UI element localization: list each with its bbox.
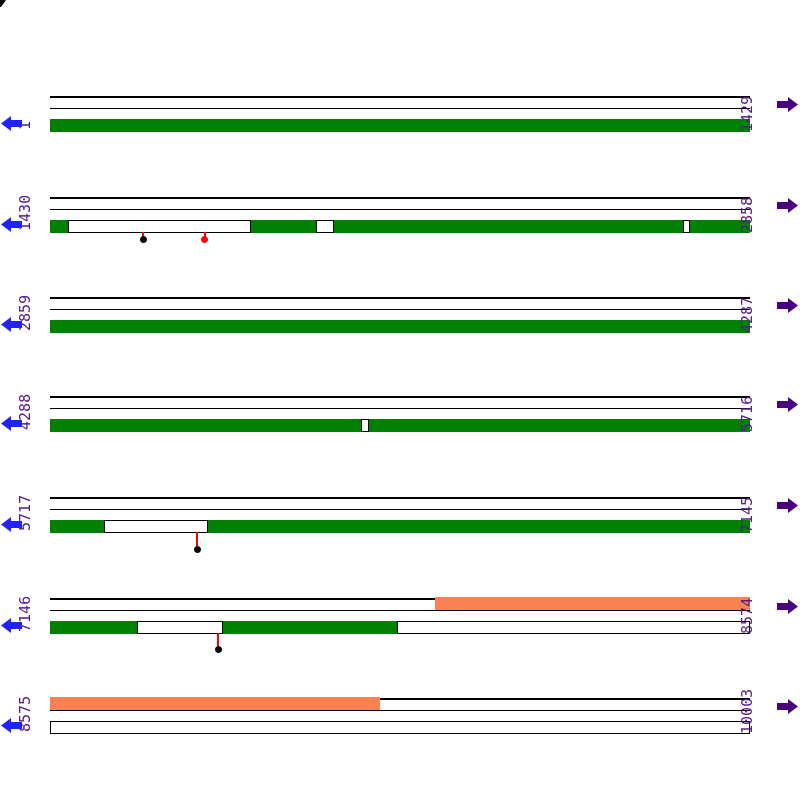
match-bar-segment [250, 220, 317, 233]
sequence-line [50, 698, 750, 700]
scroll-left-button[interactable] [1, 718, 22, 733]
match-bar-segment [50, 119, 750, 132]
scroll-right-button[interactable] [777, 97, 798, 112]
sequence-line [50, 96, 750, 98]
left-arrow-icon [1, 217, 22, 232]
match-bar-segment [50, 220, 69, 233]
corner-artifact [0, 0, 6, 7]
variant-marker-head [193, 546, 201, 553]
gap-segment [361, 419, 370, 432]
sequence-line [50, 308, 750, 310]
scroll-left-button[interactable] [1, 618, 22, 633]
row-end-label: 5716 [738, 395, 756, 432]
row-end-label: 1429 [738, 95, 756, 132]
scroll-left-button[interactable] [1, 217, 22, 232]
variant-marker-stem [217, 632, 219, 651]
sequence-line [50, 609, 750, 611]
sequence-line [50, 709, 750, 711]
match-bar-segment [369, 419, 750, 432]
gap-segment [68, 220, 251, 233]
scroll-left-button[interactable] [1, 317, 22, 332]
right-arrow-icon [777, 298, 798, 313]
match-bar-segment [50, 621, 138, 634]
scroll-right-button[interactable] [777, 298, 798, 313]
row-end-label: 2858 [738, 196, 756, 233]
match-bar-segment [690, 220, 750, 233]
alt-match-bar-segment [435, 597, 750, 611]
alt-match-bar-segment [50, 697, 381, 711]
scroll-right-button[interactable] [777, 599, 798, 614]
row-end-label: 8574 [738, 597, 756, 634]
gap-segment [103, 520, 209, 533]
bar-track-outline [50, 721, 750, 734]
sequence-line [50, 297, 750, 299]
sequence-line [50, 598, 750, 600]
match-bar-segment [334, 220, 684, 233]
left-arrow-icon [1, 317, 22, 332]
left-arrow-icon [1, 116, 22, 131]
row-end-label: 7145 [738, 496, 756, 533]
right-arrow-icon [777, 599, 798, 614]
left-arrow-icon [1, 517, 22, 532]
scroll-right-button[interactable] [777, 498, 798, 513]
gap-segment [137, 621, 224, 634]
scroll-left-button[interactable] [1, 517, 22, 532]
match-bar-segment [50, 419, 362, 432]
match-bar-segment [50, 520, 104, 533]
row-end-label: 10003 [738, 688, 756, 734]
variant-marker-stem [196, 531, 198, 551]
row-end-label: 4287 [738, 296, 756, 333]
left-arrow-icon [1, 718, 22, 733]
left-arrow-icon [1, 416, 22, 431]
variant-marker-head [201, 236, 209, 243]
match-bar-segment [50, 320, 750, 333]
sequence-line [50, 197, 750, 199]
right-arrow-icon [777, 198, 798, 213]
right-arrow-icon [777, 498, 798, 513]
scroll-right-button[interactable] [777, 397, 798, 412]
scroll-left-button[interactable] [1, 416, 22, 431]
match-bar-segment [223, 621, 398, 634]
variant-marker-head [214, 646, 222, 653]
sequence-line [50, 107, 750, 109]
right-arrow-icon [777, 97, 798, 112]
right-arrow-icon [777, 699, 798, 714]
match-bar-segment [208, 520, 750, 533]
scroll-right-button[interactable] [777, 699, 798, 714]
right-arrow-icon [777, 397, 798, 412]
sequence-line [50, 508, 750, 510]
scroll-right-button[interactable] [777, 198, 798, 213]
gap-segment [316, 220, 335, 233]
scroll-left-button[interactable] [1, 116, 22, 131]
gap-segment [397, 621, 750, 634]
sequence-line [50, 407, 750, 409]
sequence-line [50, 396, 750, 398]
sequence-line [50, 208, 750, 210]
left-arrow-icon [1, 618, 22, 633]
gap-segment [683, 220, 691, 233]
sequence-line [50, 497, 750, 499]
variant-marker-head [139, 236, 147, 243]
